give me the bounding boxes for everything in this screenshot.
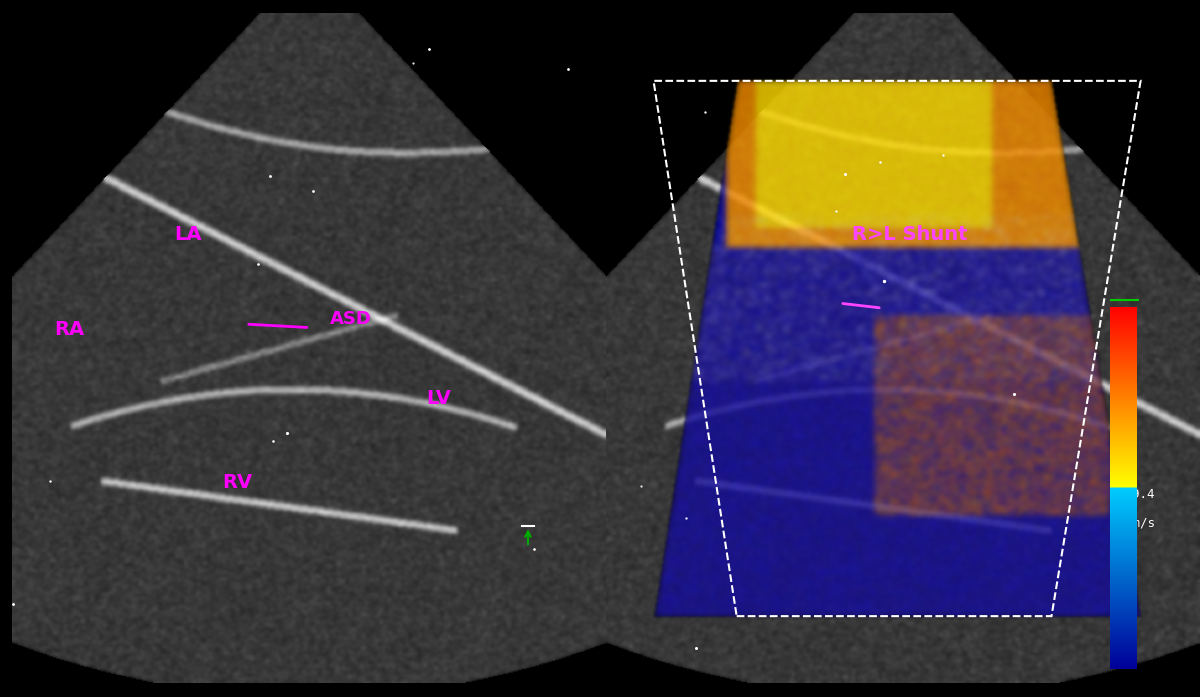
Text: cm/s: cm/s: [1126, 516, 1156, 529]
Text: LV: LV: [426, 389, 451, 408]
Text: RA: RA: [54, 319, 84, 339]
Text: LA: LA: [174, 225, 202, 245]
Text: -59.4: -59.4: [1118, 489, 1156, 501]
Text: R>L Shunt: R>L Shunt: [852, 225, 967, 245]
Text: ASD: ASD: [330, 310, 372, 328]
Text: RV: RV: [222, 473, 252, 492]
